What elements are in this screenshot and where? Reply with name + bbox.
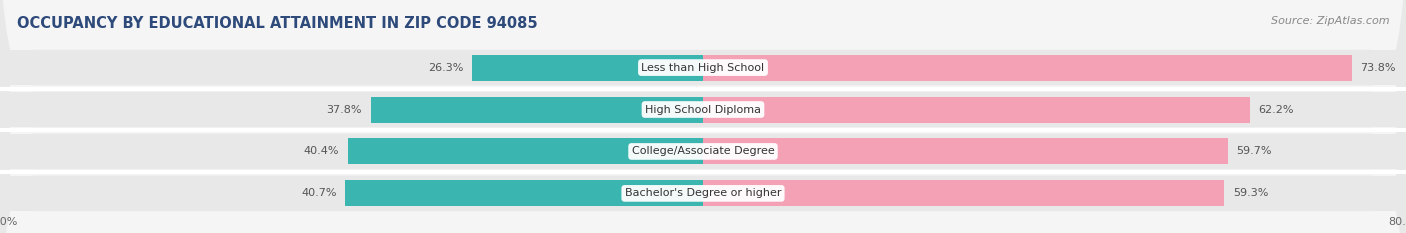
Bar bbox=[0, 92, 1406, 127]
Bar bbox=[703, 138, 1227, 164]
Text: Less than High School: Less than High School bbox=[641, 63, 765, 72]
Bar bbox=[703, 180, 1225, 206]
Bar bbox=[472, 55, 703, 81]
Bar bbox=[349, 138, 703, 164]
Bar bbox=[0, 176, 1406, 211]
Bar bbox=[0, 50, 1406, 85]
Bar bbox=[703, 55, 1351, 81]
Text: Source: ZipAtlas.com: Source: ZipAtlas.com bbox=[1271, 16, 1389, 26]
Bar bbox=[0, 134, 1406, 169]
Bar bbox=[346, 180, 703, 206]
Text: 59.3%: 59.3% bbox=[1233, 188, 1268, 198]
FancyBboxPatch shape bbox=[0, 43, 1406, 233]
Bar bbox=[703, 96, 1250, 123]
FancyBboxPatch shape bbox=[0, 0, 1406, 218]
Bar bbox=[371, 96, 703, 123]
Text: College/Associate Degree: College/Associate Degree bbox=[631, 147, 775, 156]
Text: 73.8%: 73.8% bbox=[1360, 63, 1396, 72]
Text: 37.8%: 37.8% bbox=[326, 105, 363, 114]
Text: High School Diploma: High School Diploma bbox=[645, 105, 761, 114]
Text: 40.7%: 40.7% bbox=[301, 188, 336, 198]
Text: 59.7%: 59.7% bbox=[1236, 147, 1272, 156]
Text: OCCUPANCY BY EDUCATIONAL ATTAINMENT IN ZIP CODE 94085: OCCUPANCY BY EDUCATIONAL ATTAINMENT IN Z… bbox=[17, 16, 537, 31]
Text: 40.4%: 40.4% bbox=[304, 147, 339, 156]
Text: 62.2%: 62.2% bbox=[1258, 105, 1294, 114]
Text: 26.3%: 26.3% bbox=[427, 63, 463, 72]
Text: Bachelor's Degree or higher: Bachelor's Degree or higher bbox=[624, 188, 782, 198]
